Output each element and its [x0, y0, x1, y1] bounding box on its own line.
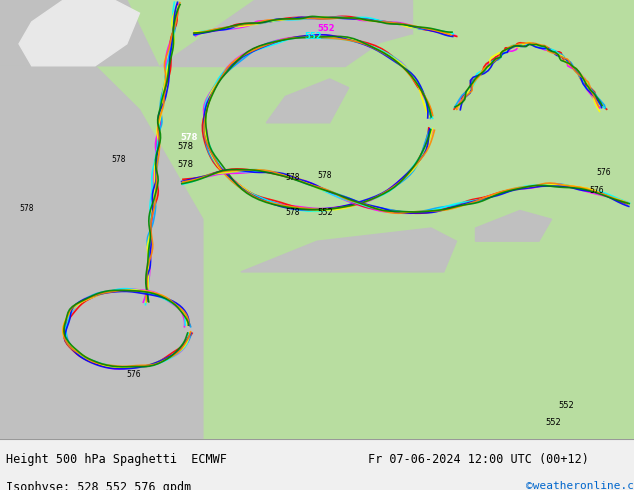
- Polygon shape: [0, 66, 203, 439]
- Text: Height 500 hPa Spaghetti  ECMWF: Height 500 hPa Spaghetti ECMWF: [6, 453, 227, 466]
- Text: 578: 578: [317, 171, 332, 180]
- Text: 578: 578: [285, 208, 300, 217]
- Text: 578: 578: [285, 173, 300, 182]
- Text: 552: 552: [545, 418, 561, 427]
- Text: 578: 578: [178, 142, 193, 151]
- Text: Isophyse: 528 552 576 gpdm: Isophyse: 528 552 576 gpdm: [6, 481, 191, 490]
- Polygon shape: [19, 0, 139, 66]
- Text: ©weatheronline.co.uk: ©weatheronline.co.uk: [526, 481, 634, 490]
- Text: 552: 552: [317, 208, 333, 217]
- Polygon shape: [241, 228, 456, 272]
- Polygon shape: [158, 0, 412, 66]
- Text: 576: 576: [127, 370, 141, 379]
- Polygon shape: [476, 211, 552, 241]
- Text: 576: 576: [596, 169, 611, 177]
- Text: Fr 07-06-2024 12:00 UTC (00+12): Fr 07-06-2024 12:00 UTC (00+12): [368, 453, 588, 466]
- Text: 578: 578: [181, 133, 198, 142]
- Text: 578: 578: [19, 203, 34, 213]
- Polygon shape: [330, 35, 431, 110]
- Text: 578: 578: [178, 160, 193, 169]
- Text: 576: 576: [590, 186, 604, 195]
- Text: 578: 578: [111, 155, 126, 164]
- Text: 552: 552: [558, 401, 574, 410]
- Text: 552: 552: [317, 24, 335, 33]
- Polygon shape: [0, 0, 158, 66]
- Text: 552: 552: [304, 32, 322, 42]
- Polygon shape: [266, 79, 349, 123]
